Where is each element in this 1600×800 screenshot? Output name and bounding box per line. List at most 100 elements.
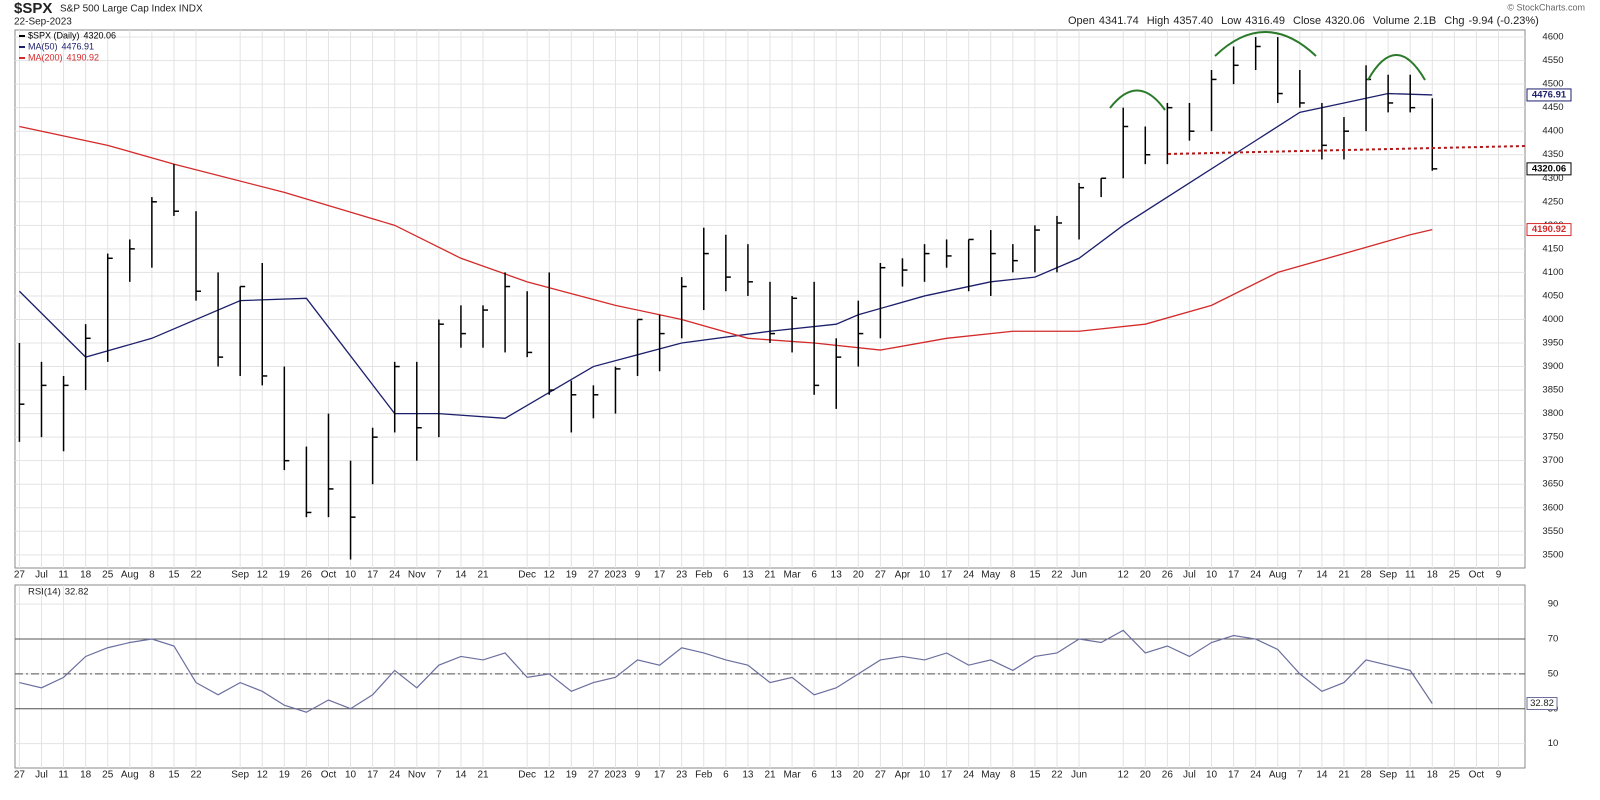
quote-value: 4316.49	[1245, 15, 1285, 27]
x-tick-label: 22	[1051, 570, 1063, 581]
x-tick-label: 25	[102, 770, 114, 781]
x-tick-label: 27	[588, 570, 600, 581]
x-tick-label: 17	[654, 770, 666, 781]
x-tick-label: 17	[654, 570, 666, 581]
x-tick-label: 12	[544, 570, 556, 581]
x-tick-label: Dec	[518, 770, 536, 781]
x-tick-label: 24	[1250, 770, 1262, 781]
y-tick-label: 3500	[1542, 549, 1563, 560]
x-tick-label: 15	[168, 770, 180, 781]
x-tick-label: 21	[764, 570, 776, 581]
y-tick-label: 4550	[1542, 55, 1563, 66]
x-tick-label: 12	[1118, 570, 1130, 581]
x-tick-label: Jul	[35, 770, 48, 781]
y-tick-label: 4250	[1542, 196, 1563, 207]
x-tick-label: 13	[831, 570, 843, 581]
y-tick-label: 3850	[1542, 385, 1563, 396]
x-tick-label: 6	[723, 570, 729, 581]
x-tick-label: 26	[301, 570, 313, 581]
x-tick-label: Aug	[1269, 570, 1287, 581]
x-tick-label: Dec	[518, 570, 536, 581]
x-tick-label: 14	[455, 770, 467, 781]
rsi-title-value: 32.82	[65, 587, 89, 598]
x-tick-label: 9	[635, 570, 641, 581]
quote-label: Chg	[1444, 15, 1464, 27]
x-tick-label: 17	[367, 770, 379, 781]
x-tick-label: 28	[1360, 770, 1372, 781]
x-tick-label: Nov	[408, 570, 426, 581]
x-tick-label: 7	[436, 770, 442, 781]
x-tick-label: 22	[190, 770, 202, 781]
x-tick-label: 8	[149, 770, 155, 781]
date: 22-Sep-2023	[14, 17, 72, 28]
x-tick-label: 13	[742, 770, 754, 781]
x-tick-label: 19	[279, 570, 291, 581]
y-tick-label: 3600	[1542, 502, 1563, 513]
price-badge	[1526, 88, 1572, 102]
x-tick-label: 7	[1297, 770, 1303, 781]
x-tick-label: Sep	[1379, 570, 1397, 581]
quote-value: 2.1B	[1414, 15, 1437, 27]
x-tick-label: 10	[1206, 770, 1218, 781]
x-tick-label: 14	[1316, 770, 1328, 781]
x-tick-label: 27	[14, 570, 26, 581]
x-tick-label: 10	[919, 770, 931, 781]
quote-label: High	[1147, 15, 1170, 27]
x-tick-label: 18	[80, 770, 92, 781]
x-tick-label: Feb	[695, 570, 713, 581]
x-tick-label: 12	[1118, 770, 1130, 781]
x-tick-label: Oct	[321, 770, 337, 781]
x-tick-label: Oct	[1469, 770, 1485, 781]
y-tick-label: 10	[1548, 738, 1559, 749]
legend-label: MA(200)	[28, 52, 63, 62]
rsi-badge	[1526, 697, 1558, 711]
x-tick-label: Aug	[121, 770, 139, 781]
price-badge-text: 4320.06	[1532, 163, 1566, 174]
x-tick-label: Sep	[1379, 770, 1397, 781]
x-tick-label: Apr	[895, 770, 911, 781]
x-tick-label: 20	[1140, 770, 1152, 781]
x-tick-label: 15	[1029, 770, 1041, 781]
y-tick-label: 70	[1548, 634, 1559, 645]
x-tick-label: Mar	[783, 770, 801, 781]
x-tick-label: 14	[1316, 570, 1328, 581]
index-name: S&P 500 Large Cap Index INDX	[60, 4, 203, 15]
x-tick-label: 27	[875, 570, 887, 581]
quote-label: Low	[1221, 15, 1241, 27]
y-tick-label: 4300	[1542, 173, 1563, 184]
quote-label: Close	[1293, 15, 1321, 27]
quote-value: 4357.40	[1173, 15, 1213, 27]
y-tick-label: 4350	[1542, 149, 1563, 160]
x-tick-label: 24	[1250, 570, 1262, 581]
x-tick-label: May	[981, 770, 1000, 781]
neckline	[1167, 145, 1526, 155]
y-tick-label: 4150	[1542, 243, 1563, 254]
x-tick-label: 12	[544, 770, 556, 781]
x-tick-label: 19	[566, 570, 578, 581]
x-tick-label: 27	[588, 770, 600, 781]
ma-line	[18, 92, 1433, 419]
x-tick-label: Feb	[695, 770, 713, 781]
quote-value: 4320.06	[1325, 15, 1365, 27]
x-tick-label: 9	[1496, 770, 1502, 781]
x-tick-label: 12	[257, 570, 269, 581]
x-tick-label: Jul	[35, 570, 48, 581]
quote-label: Volume	[1373, 15, 1410, 27]
x-tick-label: Jul	[1183, 570, 1196, 581]
x-tick-label: 22	[1051, 770, 1063, 781]
quote-label: Open	[1068, 15, 1095, 27]
credit: © StockCharts.com	[1507, 2, 1585, 12]
x-tick-label: 21	[1338, 570, 1350, 581]
head-arc	[1214, 31, 1317, 57]
symbol: $SPX	[14, 0, 52, 17]
x-tick-label: Oct	[321, 570, 337, 581]
x-tick-label: 28	[1360, 570, 1372, 581]
y-tick-label: 50	[1548, 668, 1559, 679]
x-tick-label: Jun	[1071, 570, 1087, 581]
x-tick-label: Nov	[408, 770, 426, 781]
x-tick-label: Jun	[1071, 770, 1087, 781]
price-badge	[1526, 223, 1572, 237]
rsi-line	[19, 629, 1433, 713]
